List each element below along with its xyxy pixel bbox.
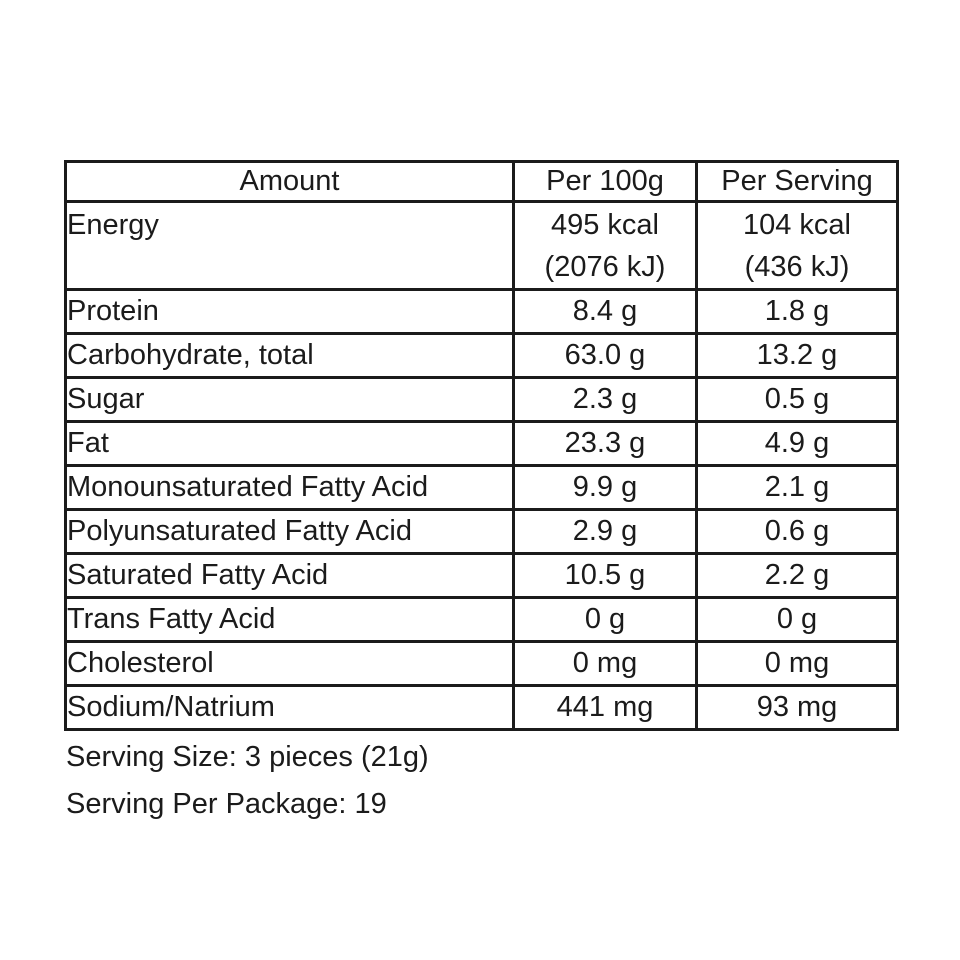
row-value-per-serving: 0 g <box>695 596 899 643</box>
row-label: Saturated Fatty Acid <box>64 552 515 599</box>
row-value-per-100g: 8.4 g <box>512 288 698 335</box>
row-value-per-100g: 495 kcal (2076 kJ) <box>512 200 698 291</box>
row-value-per-100g: 63.0 g <box>512 332 698 379</box>
row-label: Monounsaturated Fatty Acid <box>64 464 515 511</box>
nutrition-facts-table: Amount Per 100g Per Serving Energy 495 k… <box>64 160 899 731</box>
row-value-per-serving: 93 mg <box>695 684 899 731</box>
table-row-monounsaturated-fatty-acid: Monounsaturated Fatty Acid 9.9 g 2.1 g <box>64 464 899 511</box>
table-row-sugar: Sugar 2.3 g 0.5 g <box>64 376 899 423</box>
row-label: Polyunsaturated Fatty Acid <box>64 508 515 555</box>
table-row-carbohydrate: Carbohydrate, total 63.0 g 13.2 g <box>64 332 899 379</box>
row-value-per-serving: 104 kcal (436 kJ) <box>695 200 899 291</box>
row-value-per-serving: 0.6 g <box>695 508 899 555</box>
row-value-per-serving: 2.1 g <box>695 464 899 511</box>
row-value-per-100g: 23.3 g <box>512 420 698 467</box>
row-value-per-100g: 441 mg <box>512 684 698 731</box>
row-value-per-100g: 9.9 g <box>512 464 698 511</box>
row-label: Protein <box>64 288 515 335</box>
row-label: Fat <box>64 420 515 467</box>
column-header-per-100g: Per 100g <box>512 160 698 203</box>
serving-per-package-note: Serving Per Package: 19 <box>66 788 387 820</box>
row-value-per-serving: 1.8 g <box>695 288 899 335</box>
row-value-per-serving: 0.5 g <box>695 376 899 423</box>
row-value-per-100g: 0 mg <box>512 640 698 687</box>
row-value-per-serving: 4.9 g <box>695 420 899 467</box>
table-row-cholesterol: Cholesterol 0 mg 0 mg <box>64 640 899 687</box>
table-header-row: Amount Per 100g Per Serving <box>64 160 899 203</box>
table-row-energy: Energy 495 kcal (2076 kJ) 104 kcal (436 … <box>64 200 899 291</box>
row-value-per-100g: 10.5 g <box>512 552 698 599</box>
serving-size-note: Serving Size: 3 pieces (21g) <box>66 741 429 773</box>
row-value-per-serving: 0 mg <box>695 640 899 687</box>
table-row-protein: Protein 8.4 g 1.8 g <box>64 288 899 335</box>
row-label: Cholesterol <box>64 640 515 687</box>
column-header-amount: Amount <box>64 160 515 203</box>
row-label: Carbohydrate, total <box>64 332 515 379</box>
row-label: Energy <box>64 200 515 291</box>
row-value-per-100g: 2.3 g <box>512 376 698 423</box>
table-row-trans-fatty-acid: Trans Fatty Acid 0 g 0 g <box>64 596 899 643</box>
row-label: Sodium/Natrium <box>64 684 515 731</box>
table-row-polyunsaturated-fatty-acid: Polyunsaturated Fatty Acid 2.9 g 0.6 g <box>64 508 899 555</box>
row-label: Trans Fatty Acid <box>64 596 515 643</box>
row-value-per-serving: 2.2 g <box>695 552 899 599</box>
column-header-per-serving: Per Serving <box>695 160 899 203</box>
row-label: Sugar <box>64 376 515 423</box>
table-row-saturated-fatty-acid: Saturated Fatty Acid 10.5 g 2.2 g <box>64 552 899 599</box>
row-value-per-serving: 13.2 g <box>695 332 899 379</box>
row-value-per-100g: 0 g <box>512 596 698 643</box>
row-value-per-100g: 2.9 g <box>512 508 698 555</box>
table-row-sodium: Sodium/Natrium 441 mg 93 mg <box>64 684 899 731</box>
table-row-fat: Fat 23.3 g 4.9 g <box>64 420 899 467</box>
